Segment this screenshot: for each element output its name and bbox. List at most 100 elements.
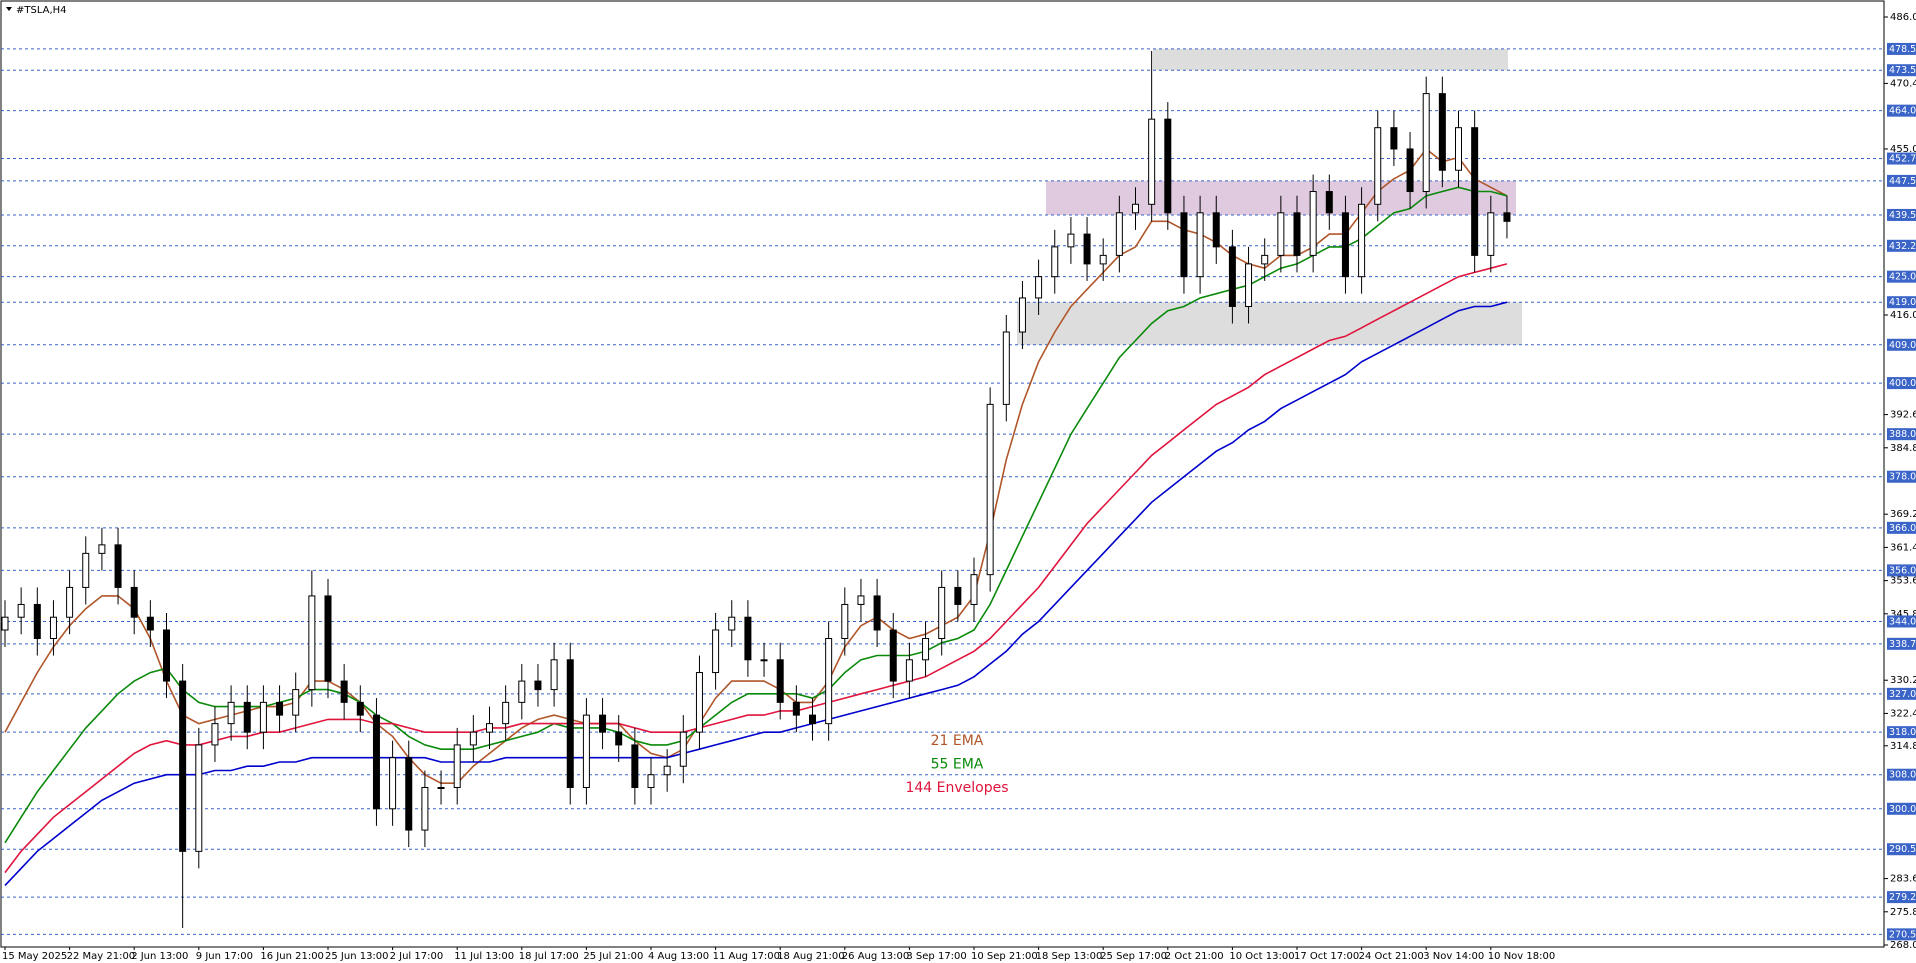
candle-body xyxy=(889,629,897,682)
level-box xyxy=(1887,42,1916,55)
y-tick-label: 322.40 xyxy=(1890,708,1916,719)
candle-body xyxy=(1341,212,1349,278)
candle-body xyxy=(469,731,477,746)
level-label: 452.75 xyxy=(1889,154,1916,165)
candle-body xyxy=(356,701,364,716)
candles xyxy=(1,51,1511,928)
level-box xyxy=(1887,239,1916,252)
level-box xyxy=(1887,891,1916,904)
level-box xyxy=(1887,615,1916,628)
x-tick-label: 22 May 21:00 xyxy=(67,951,136,962)
candle-body xyxy=(599,714,607,733)
candle-body xyxy=(98,544,106,554)
x-tick-label: 9 Jun 17:00 xyxy=(196,951,253,962)
candle-body xyxy=(1438,93,1446,171)
level-box xyxy=(1887,208,1916,221)
candle-body xyxy=(1164,118,1172,214)
candle-body xyxy=(566,659,574,788)
candle-body xyxy=(372,714,380,810)
plot-frame xyxy=(0,0,1885,948)
level-label: 290.50 xyxy=(1889,844,1916,855)
level-label: 473.50 xyxy=(1889,65,1916,76)
level-label: 432.25 xyxy=(1889,241,1916,252)
candle-body xyxy=(744,616,752,661)
candle-body xyxy=(340,680,348,703)
candle-body xyxy=(421,786,429,831)
indicator-line xyxy=(4,301,1508,886)
candle-body xyxy=(695,672,703,733)
candle-body xyxy=(1115,212,1123,256)
x-tick-label: 25 Sep 17:00 xyxy=(1100,951,1167,962)
candle-body xyxy=(1002,331,1010,405)
levels xyxy=(1,48,1884,935)
candle-body xyxy=(324,595,332,682)
candle-body xyxy=(1228,246,1236,307)
candle-body xyxy=(502,701,510,725)
candle-body xyxy=(647,774,655,788)
candle-body xyxy=(1406,148,1414,193)
y-tick-label: 314.80 xyxy=(1890,741,1916,752)
candle-body xyxy=(1261,254,1269,265)
level-box xyxy=(1887,296,1916,309)
candle-body xyxy=(17,603,25,618)
level-box xyxy=(1887,637,1916,650)
level-label: 388.00 xyxy=(1889,429,1916,440)
chart-title: #TSLA,H4 xyxy=(16,5,67,16)
candle-body xyxy=(534,680,542,691)
candle-body xyxy=(33,603,41,640)
candle-body xyxy=(582,714,590,788)
candle-body xyxy=(243,701,251,733)
candle-body xyxy=(1,616,9,631)
legend-entry: 21 EMA xyxy=(931,733,984,749)
y-tick-label: 268.00 xyxy=(1890,940,1916,951)
x-tick-label: 25 Jul 21:00 xyxy=(583,951,643,962)
x-tick-label: 11 Aug 17:00 xyxy=(713,951,780,962)
level-label: 338.75 xyxy=(1889,639,1916,650)
candle-body xyxy=(163,629,170,682)
x-tick-label: 25 Jun 13:00 xyxy=(325,951,389,962)
candle-body xyxy=(1503,212,1511,222)
x-tick-label: 18 Aug 21:00 xyxy=(777,951,844,962)
x-tick-label: 17 Oct 17:00 xyxy=(1294,951,1359,962)
candle-body xyxy=(825,638,833,725)
candle-body xyxy=(179,680,187,852)
zone xyxy=(1017,302,1522,345)
indicator-lines xyxy=(4,147,1508,886)
candle-body xyxy=(389,757,397,810)
candle-body xyxy=(809,714,816,725)
candle-body xyxy=(970,574,978,605)
candle-body xyxy=(550,659,558,691)
legend-entry: 55 EMA xyxy=(931,757,984,773)
candle-body xyxy=(792,701,800,716)
level-label: 344.00 xyxy=(1889,616,1916,627)
level-box xyxy=(1887,726,1916,739)
level-label: 366.00 xyxy=(1889,523,1916,534)
candle-body xyxy=(437,786,445,789)
zone xyxy=(1153,48,1508,71)
candle-body xyxy=(905,659,913,682)
candle-body xyxy=(873,595,881,631)
candle-body xyxy=(49,616,57,640)
candle-body xyxy=(728,616,736,631)
level-label: 327.00 xyxy=(1889,689,1916,700)
level-label: 378.00 xyxy=(1889,472,1916,483)
x-tick-label: 2 Oct 21:00 xyxy=(1165,951,1224,962)
y-tick-label: 283.60 xyxy=(1890,874,1916,885)
candle-body xyxy=(1277,212,1285,256)
candle-body xyxy=(1309,191,1317,256)
y-tick-label: 361.40 xyxy=(1890,542,1916,553)
candle-body xyxy=(66,586,74,618)
candle-body xyxy=(615,731,623,746)
level-box xyxy=(1887,377,1916,390)
x-tick-label: 15 May 2025 xyxy=(2,951,67,962)
candle-body xyxy=(986,403,994,576)
y-tick-label: 275.80 xyxy=(1890,907,1916,918)
candle-body xyxy=(453,744,461,788)
x-tick-label: 10 Sep 21:00 xyxy=(971,951,1038,962)
candle-body xyxy=(130,586,138,618)
candle-body xyxy=(1293,212,1301,256)
x-tick-label: 2 Jul 17:00 xyxy=(390,951,444,962)
y-tick-label: 330.20 xyxy=(1890,675,1916,686)
x-tick-label: 2 Jun 13:00 xyxy=(131,951,188,962)
